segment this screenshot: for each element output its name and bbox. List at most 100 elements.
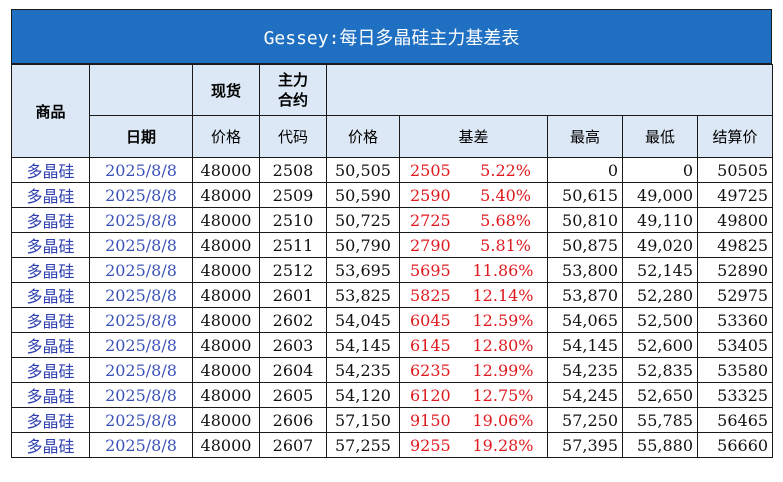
cell-spot: 48000 bbox=[192, 282, 260, 308]
cell-settle: 49825 bbox=[696, 232, 774, 258]
cell-basis-pct: 12.80% bbox=[472, 332, 548, 358]
cell-price: 57,255 bbox=[326, 432, 400, 458]
cell-high: 0 bbox=[547, 157, 623, 183]
cell-code: 2604 bbox=[259, 357, 327, 383]
cell-product: 多晶硅 bbox=[11, 357, 90, 383]
cell-basis-pct: 12.59% bbox=[472, 307, 548, 333]
cell-low: 52,145 bbox=[622, 257, 698, 283]
table-row: 多晶硅 2025/8/8 48000 2601 53,825 5825 12.14% 53,8… bbox=[11, 282, 774, 308]
table-row: 多晶硅 2025/8/8 48000 2602 54,045 6045 12.59% 54,0… bbox=[11, 307, 774, 333]
basis-table-sheet: Gessey:每日多晶硅主力基差表 商品 现货 主力 合约 bbox=[11, 9, 774, 458]
cell-price: 50,590 bbox=[326, 182, 400, 208]
header-blank bbox=[89, 64, 193, 116]
cell-high: 53,800 bbox=[547, 257, 623, 283]
cell-low: 52,650 bbox=[622, 382, 698, 408]
cell-low: 55,785 bbox=[622, 407, 698, 433]
cell-product: 多晶硅 bbox=[11, 382, 90, 408]
cell-spot: 48000 bbox=[192, 382, 260, 408]
table-title: Gessey:每日多晶硅主力基差表 bbox=[11, 9, 772, 64]
cell-basis-pct: 5.40% bbox=[472, 182, 548, 208]
cell-basis: 6120 bbox=[399, 382, 473, 408]
cell-code: 2508 bbox=[259, 157, 327, 183]
cell-spot: 48000 bbox=[192, 257, 260, 283]
header-basis: 基差 bbox=[399, 115, 548, 158]
header-settle: 结算价 bbox=[696, 115, 774, 158]
cell-date: 2025/8/8 bbox=[89, 257, 193, 283]
cell-low: 0 bbox=[622, 157, 698, 183]
cell-product: 多晶硅 bbox=[11, 407, 90, 433]
header-main-contract: 主力 合约 bbox=[259, 64, 327, 116]
header-spot-price: 价格 bbox=[192, 115, 260, 158]
cell-price: 53,695 bbox=[326, 257, 400, 283]
header-blank-right bbox=[325, 64, 774, 116]
header-row-2: 日期 价格 代码 价格 基差 最高 最低 结算价 bbox=[12, 115, 774, 158]
table-row: 多晶硅 2025/8/8 48000 2605 54,120 6120 12.75% 54,2… bbox=[11, 382, 774, 408]
cell-high: 54,235 bbox=[547, 357, 623, 383]
cell-date: 2025/8/8 bbox=[89, 357, 193, 383]
cell-product: 多晶硅 bbox=[11, 282, 90, 308]
cell-product: 多晶硅 bbox=[11, 157, 90, 183]
cell-product: 多晶硅 bbox=[11, 182, 90, 208]
cell-code: 2509 bbox=[259, 182, 327, 208]
cell-price: 57,150 bbox=[326, 407, 400, 433]
cell-code: 2510 bbox=[259, 207, 327, 233]
header-main-contract-line2: 合约 bbox=[277, 91, 308, 109]
cell-low: 52,280 bbox=[622, 282, 698, 308]
cell-basis-pct: 5.81% bbox=[472, 232, 548, 258]
cell-basis: 2725 bbox=[399, 207, 473, 233]
cell-code: 2607 bbox=[259, 432, 327, 458]
cell-basis: 6235 bbox=[399, 357, 473, 383]
header-high: 最高 bbox=[547, 115, 623, 158]
cell-price: 50,725 bbox=[326, 207, 400, 233]
cell-date: 2025/8/8 bbox=[89, 307, 193, 333]
cell-price: 54,235 bbox=[326, 357, 400, 383]
cell-basis: 9255 bbox=[399, 432, 473, 458]
cell-spot: 48000 bbox=[192, 407, 260, 433]
cell-basis-pct: 12.99% bbox=[472, 357, 548, 383]
cell-basis-pct: 12.75% bbox=[472, 382, 548, 408]
basis-table: 商品 现货 主力 合约 日期 价格 代码 价格 基差 最高 最低 结算价 多晶硅… bbox=[11, 64, 774, 458]
cell-code: 2511 bbox=[259, 232, 327, 258]
header-date: 日期 bbox=[89, 115, 193, 158]
cell-price: 50,505 bbox=[326, 157, 400, 183]
table-row: 多晶硅 2025/8/8 48000 2606 57,150 9150 19.06% 57,2… bbox=[11, 407, 774, 433]
cell-settle: 50505 bbox=[696, 157, 774, 183]
cell-date: 2025/8/8 bbox=[89, 382, 193, 408]
cell-basis-pct: 12.14% bbox=[472, 282, 548, 308]
cell-spot: 48000 bbox=[192, 157, 260, 183]
cell-basis: 2590 bbox=[399, 182, 473, 208]
header-spot: 现货 bbox=[192, 64, 260, 116]
cell-low: 49,110 bbox=[622, 207, 698, 233]
cell-product: 多晶硅 bbox=[11, 432, 90, 458]
table-row: 多晶硅 2025/8/8 48000 2508 50,505 2505 5.22% 0 0 505… bbox=[11, 157, 774, 183]
cell-low: 49,020 bbox=[622, 232, 698, 258]
cell-settle: 49725 bbox=[696, 182, 774, 208]
cell-high: 57,250 bbox=[547, 407, 623, 433]
cell-settle: 49800 bbox=[696, 207, 774, 233]
header-price: 价格 bbox=[326, 115, 400, 158]
cell-basis: 6045 bbox=[399, 307, 473, 333]
cell-basis-pct: 19.06% bbox=[472, 407, 548, 433]
cell-low: 52,835 bbox=[622, 357, 698, 383]
cell-settle: 56660 bbox=[696, 432, 774, 458]
cell-date: 2025/8/8 bbox=[89, 232, 193, 258]
cell-code: 2606 bbox=[259, 407, 327, 433]
cell-settle: 53360 bbox=[696, 307, 774, 333]
table-row: 多晶硅 2025/8/8 48000 2604 54,235 6235 12.99% 54,2… bbox=[11, 357, 774, 383]
header-main-contract-line1: 主力 bbox=[277, 71, 308, 89]
cell-high: 54,245 bbox=[547, 382, 623, 408]
cell-spot: 48000 bbox=[192, 232, 260, 258]
header-code: 代码 bbox=[259, 115, 327, 158]
cell-price: 54,145 bbox=[326, 332, 400, 358]
cell-date: 2025/8/8 bbox=[89, 207, 193, 233]
cell-basis-pct: 11.86% bbox=[472, 257, 548, 283]
cell-price: 54,120 bbox=[326, 382, 400, 408]
cell-date: 2025/8/8 bbox=[89, 157, 193, 183]
table-row: 多晶硅 2025/8/8 48000 2607 57,255 9255 19.28% 57,3… bbox=[11, 432, 774, 458]
cell-date: 2025/8/8 bbox=[89, 407, 193, 433]
cell-high: 57,395 bbox=[547, 432, 623, 458]
cell-spot: 48000 bbox=[192, 182, 260, 208]
cell-price: 50,790 bbox=[326, 232, 400, 258]
cell-product: 多晶硅 bbox=[11, 332, 90, 358]
cell-high: 50,615 bbox=[547, 182, 623, 208]
